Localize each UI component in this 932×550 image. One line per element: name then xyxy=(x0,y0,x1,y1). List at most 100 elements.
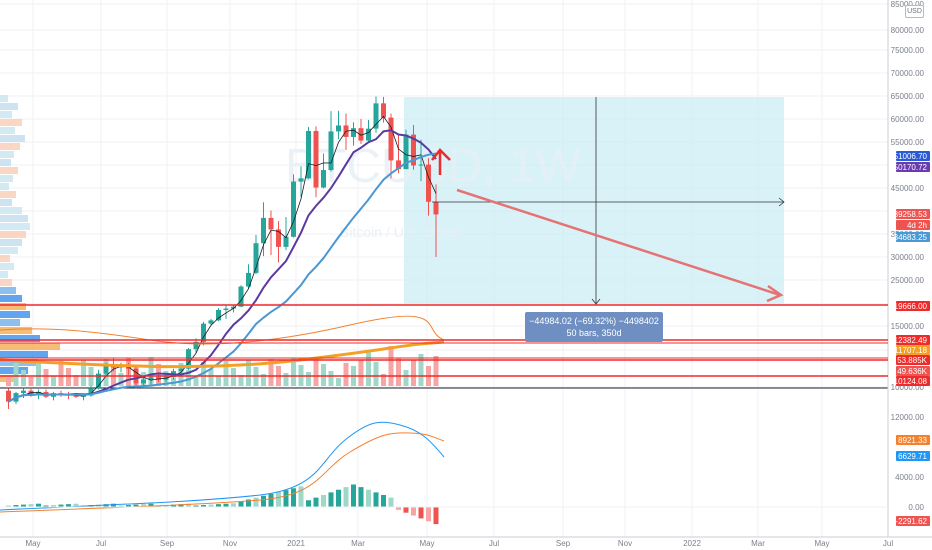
price-tag: 51006.70 xyxy=(894,151,930,161)
price-tag-bg xyxy=(896,220,930,230)
price-tag-bg xyxy=(896,209,930,219)
macd-histogram-bar xyxy=(193,505,199,507)
volume-profile-row xyxy=(0,359,38,366)
volume-bar xyxy=(81,360,86,386)
macd-histogram-bar xyxy=(351,484,356,507)
price-tag-bg xyxy=(896,335,930,345)
candle xyxy=(351,128,356,137)
price-tag-text: 11707.18 xyxy=(894,346,927,355)
price-tag-bg xyxy=(896,162,930,172)
candle xyxy=(96,373,101,389)
volume-bar xyxy=(381,374,386,386)
macd-histogram-bar xyxy=(418,507,424,519)
candle xyxy=(156,377,161,380)
candle xyxy=(178,368,184,372)
macd-histogram-bar xyxy=(366,489,371,507)
volume-profile-row xyxy=(0,151,14,158)
volume-profile-row xyxy=(0,119,22,126)
candle xyxy=(163,377,169,380)
macd-histogram-bar xyxy=(43,505,49,507)
macd-histogram-bar xyxy=(298,486,304,507)
drawing-arrows xyxy=(431,148,784,303)
volume-bar xyxy=(186,370,191,386)
candles xyxy=(6,96,439,409)
macd-histogram-bar xyxy=(313,497,319,507)
macd-histogram-bar xyxy=(381,495,386,507)
volume-bar xyxy=(268,359,274,386)
time-axis-label: Nov xyxy=(618,539,632,548)
volume-bar xyxy=(13,363,19,386)
price-tag-bg xyxy=(896,232,930,242)
candle xyxy=(231,306,236,309)
price-tag: 49.636K xyxy=(896,366,930,376)
volume-profile-row xyxy=(0,247,18,254)
projection-zone xyxy=(404,97,784,304)
volume-profile-row xyxy=(0,95,8,102)
candle xyxy=(141,379,146,384)
volume-bar xyxy=(58,361,64,386)
price-tag-text: 10124.08 xyxy=(894,377,928,386)
ma-orange-line xyxy=(0,340,445,369)
macd-histogram-bar xyxy=(163,505,169,507)
candle xyxy=(268,217,274,230)
candle xyxy=(306,130,311,179)
candle xyxy=(253,243,259,273)
volume-bar xyxy=(396,358,401,386)
time-axis-label: Sep xyxy=(556,539,571,548)
time-axis-label: May xyxy=(25,539,40,548)
macd-histogram-bar xyxy=(118,505,124,507)
candle xyxy=(186,349,191,369)
volume-bar xyxy=(388,346,394,386)
macd-histogram-bar xyxy=(58,504,64,507)
price-tag: 19666.00 xyxy=(894,301,930,311)
candle xyxy=(261,217,266,244)
macd-histogram-bar xyxy=(28,504,34,507)
macd-histogram-bar xyxy=(358,487,364,507)
volume-bar xyxy=(411,360,416,386)
macd-tag-bg xyxy=(896,435,930,445)
volume-profile-row xyxy=(0,167,18,174)
time-axis-label: Jul xyxy=(489,539,499,548)
price-tag: 39258.53 xyxy=(894,209,930,219)
volume-bar xyxy=(343,363,349,386)
price-axis-label: 75000.00 xyxy=(891,46,925,55)
price-axis-label: 85000.00 xyxy=(891,0,925,9)
volume-bar xyxy=(208,369,214,386)
candle xyxy=(403,134,409,170)
trend-arrow-down xyxy=(456,188,781,297)
volume-profile-row xyxy=(0,287,16,294)
volume-profile-row xyxy=(0,263,14,270)
candle xyxy=(208,320,214,324)
volume-bar xyxy=(118,373,124,386)
candle xyxy=(193,341,199,350)
candle xyxy=(283,236,289,247)
currency-button[interactable]: USD xyxy=(905,5,924,18)
price-tag: 53.885K xyxy=(896,355,930,365)
macd-histogram-bar xyxy=(186,503,191,507)
macd-histogram-bar xyxy=(253,497,259,507)
price-tag-bg xyxy=(896,355,930,365)
volume-profile-row xyxy=(0,351,48,358)
volume-bar xyxy=(21,370,26,386)
volume-profile-row xyxy=(0,335,40,342)
macd-histogram-bar xyxy=(171,504,176,507)
candle xyxy=(223,308,229,310)
macd-histogram-bar xyxy=(216,504,221,507)
macd-histogram-bar xyxy=(306,500,311,507)
volume-profile-row xyxy=(0,199,12,206)
volume-bar xyxy=(6,378,11,386)
macd-histogram-bar xyxy=(373,492,379,507)
candle xyxy=(111,366,116,368)
price-tag: 50170.72 xyxy=(894,162,930,172)
macd-histogram-bar xyxy=(6,505,11,507)
candle xyxy=(238,286,244,307)
time-axis-label: May xyxy=(419,539,434,548)
macd-histogram-bar xyxy=(343,487,349,507)
price-tag-bg xyxy=(896,151,930,161)
price-axis-label: 25000.00 xyxy=(891,276,925,285)
volume-profile-row xyxy=(0,103,18,110)
volume-profile-row xyxy=(0,279,12,286)
candle xyxy=(426,164,431,202)
candle xyxy=(291,181,296,237)
